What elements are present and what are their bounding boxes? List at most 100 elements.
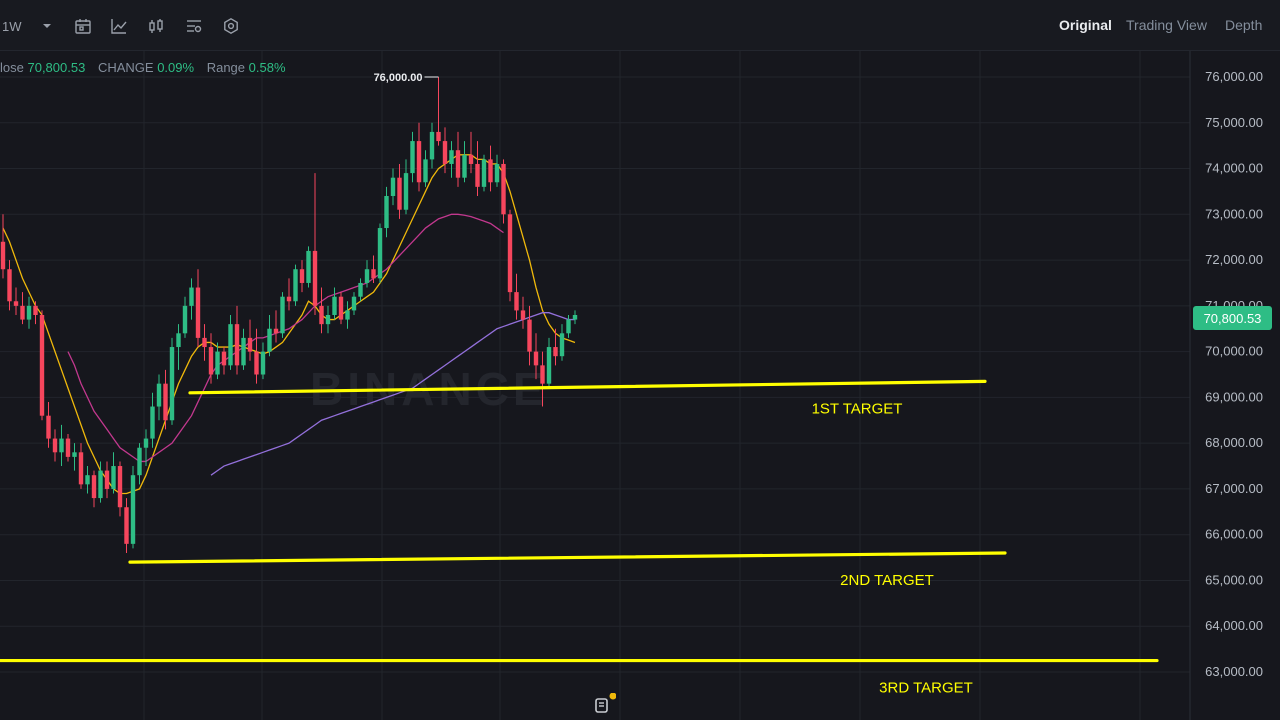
candle-body	[137, 447, 142, 476]
candle-body	[195, 287, 201, 338]
line-chart-icon[interactable]	[110, 15, 128, 37]
candle-body	[150, 406, 155, 439]
indicators-icon[interactable]	[185, 15, 203, 37]
y-tick-label: 69,000.00	[1205, 389, 1263, 404]
candle-body	[215, 351, 220, 375]
ohlc-info-bar: lose 70,800.53 CHANGE 0.09% Range 0.58%	[0, 60, 295, 75]
candle-body	[429, 131, 435, 160]
y-tick-label: 73,000.00	[1205, 206, 1263, 221]
candles-icon[interactable]	[147, 15, 165, 37]
candle-body	[111, 466, 116, 489]
candle-body	[91, 475, 97, 499]
candle-body	[7, 269, 12, 302]
target-line-1	[188, 379, 987, 395]
candle-body	[514, 292, 519, 311]
candle-body	[436, 131, 441, 142]
candle-body	[488, 159, 493, 183]
candle-body	[13, 301, 19, 306]
candle-body	[52, 438, 58, 453]
candle-body	[540, 365, 545, 384]
candle-body	[325, 315, 331, 325]
candle-body	[462, 154, 467, 178]
candle-body	[559, 333, 565, 357]
candle-body	[163, 383, 168, 421]
candle-body	[507, 214, 513, 293]
candle-body	[208, 347, 214, 375]
candle-body	[26, 305, 32, 320]
candle-body	[260, 351, 266, 375]
candle-body	[176, 333, 181, 348]
candle-body	[241, 337, 246, 366]
candle-body	[33, 305, 38, 315]
candle-body	[468, 154, 474, 164]
candle-body	[533, 351, 539, 366]
chevron-down-icon[interactable]	[38, 15, 56, 37]
tab-original[interactable]: Original	[1059, 17, 1112, 33]
candle-body	[442, 141, 448, 164]
y-tick-label: 63,000.00	[1205, 664, 1263, 679]
candle-body	[403, 173, 409, 210]
candle-body	[104, 470, 110, 489]
candle-body	[234, 324, 240, 366]
candle-body	[156, 383, 162, 407]
interval-button[interactable]: 1W	[2, 15, 22, 37]
candle-body	[397, 177, 402, 210]
calendar-icon[interactable]	[74, 15, 92, 37]
close-value: 70,800.53	[27, 60, 86, 75]
candle-body	[455, 150, 461, 178]
candle-body	[130, 475, 136, 544]
candle-body	[20, 305, 25, 320]
candle-body	[423, 159, 428, 183]
candle-body	[299, 269, 305, 283]
candle-body	[546, 347, 552, 384]
settings-icon[interactable]	[222, 15, 240, 37]
candle-body	[39, 315, 45, 416]
tab-depth[interactable]: Depth	[1225, 17, 1263, 33]
candle-body	[306, 250, 311, 283]
candle-body	[228, 324, 233, 366]
candle-body	[351, 296, 357, 311]
y-tick-label: 74,000.00	[1205, 161, 1263, 176]
candle-body	[98, 470, 103, 499]
candle-body	[72, 452, 77, 457]
candle-body	[520, 310, 526, 320]
ma-fast-line	[2, 154, 576, 495]
close-label: lose	[0, 60, 24, 75]
y-tick-label: 75,000.00	[1205, 115, 1263, 130]
candle-body	[416, 141, 422, 183]
candle-body	[390, 177, 396, 196]
candle-body	[117, 466, 123, 508]
candle-body	[364, 269, 370, 283]
candle-body	[182, 305, 188, 334]
y-tick-label: 64,000.00	[1205, 618, 1263, 633]
candle-body	[312, 250, 318, 306]
candle-body	[410, 141, 415, 174]
candle-body	[566, 319, 571, 334]
y-tick-label: 72,000.00	[1205, 252, 1263, 267]
candle-body	[572, 315, 578, 320]
candle-body	[46, 415, 51, 439]
candle-body	[358, 282, 363, 297]
notes-icon[interactable]	[594, 692, 617, 713]
candle-body	[338, 296, 344, 320]
candle-body	[345, 310, 350, 320]
tab-trading-view[interactable]: Trading View	[1126, 17, 1207, 33]
candle-body	[254, 351, 259, 375]
target-line-2	[128, 551, 1007, 564]
target-label-2: 2ND TARGET	[840, 572, 934, 589]
range-value: 0.58%	[248, 60, 286, 75]
candle-body	[293, 269, 298, 302]
candle-body	[221, 351, 227, 366]
candle-body	[85, 475, 90, 485]
candle-body	[494, 163, 500, 183]
candle-body	[481, 159, 487, 187]
y-tick-label: 68,000.00	[1205, 435, 1263, 450]
candle-body	[286, 296, 292, 302]
change-value: 0.09%	[157, 60, 195, 75]
candle-body	[280, 296, 285, 334]
candle-body	[78, 452, 84, 485]
interval-label: 1W	[2, 18, 22, 34]
range-label: Range	[206, 60, 246, 75]
candle-body	[449, 150, 454, 164]
